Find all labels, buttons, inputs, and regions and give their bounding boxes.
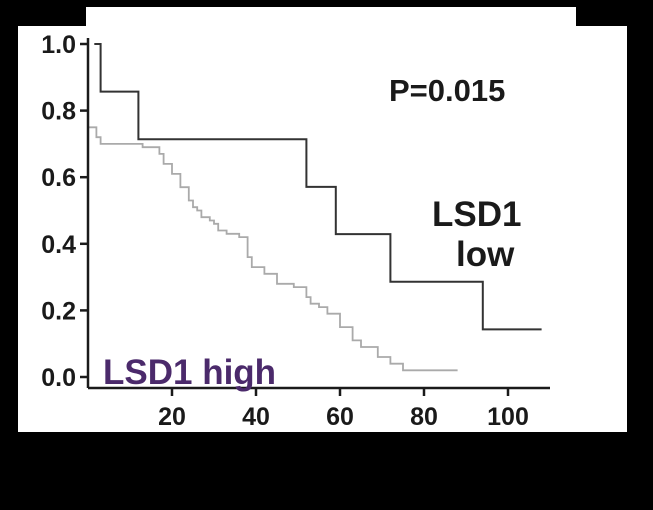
lsd1-low-label-line1: LSD1 [432, 195, 521, 234]
y-tick-label: 0.6 [41, 164, 76, 192]
y-tick-label: 0.2 [41, 297, 76, 325]
p-value-annotation: P=0.015 [389, 73, 505, 108]
x-tick-label: 100 [487, 403, 529, 431]
x-tick-label: 40 [242, 403, 270, 431]
y-tick-label: 0.8 [41, 98, 76, 126]
lsd1-low-label-line2: low [456, 235, 515, 274]
survival-curve-lsd1-high [88, 126, 458, 372]
y-tick-label: 0.4 [41, 231, 76, 259]
chart-panel [18, 26, 627, 432]
survival-curve-lsd1-low [94, 43, 542, 331]
chart-panel-top-strip [86, 7, 576, 31]
x-tick-label: 20 [158, 403, 186, 431]
x-tick-label: 80 [410, 403, 438, 431]
plot-area [88, 43, 542, 372]
x-tick-label: 60 [326, 403, 354, 431]
y-tick-label: 1.0 [41, 31, 76, 59]
y-tick-label: 0.0 [41, 364, 76, 392]
lsd1-high-label: LSD1 high [103, 353, 276, 392]
